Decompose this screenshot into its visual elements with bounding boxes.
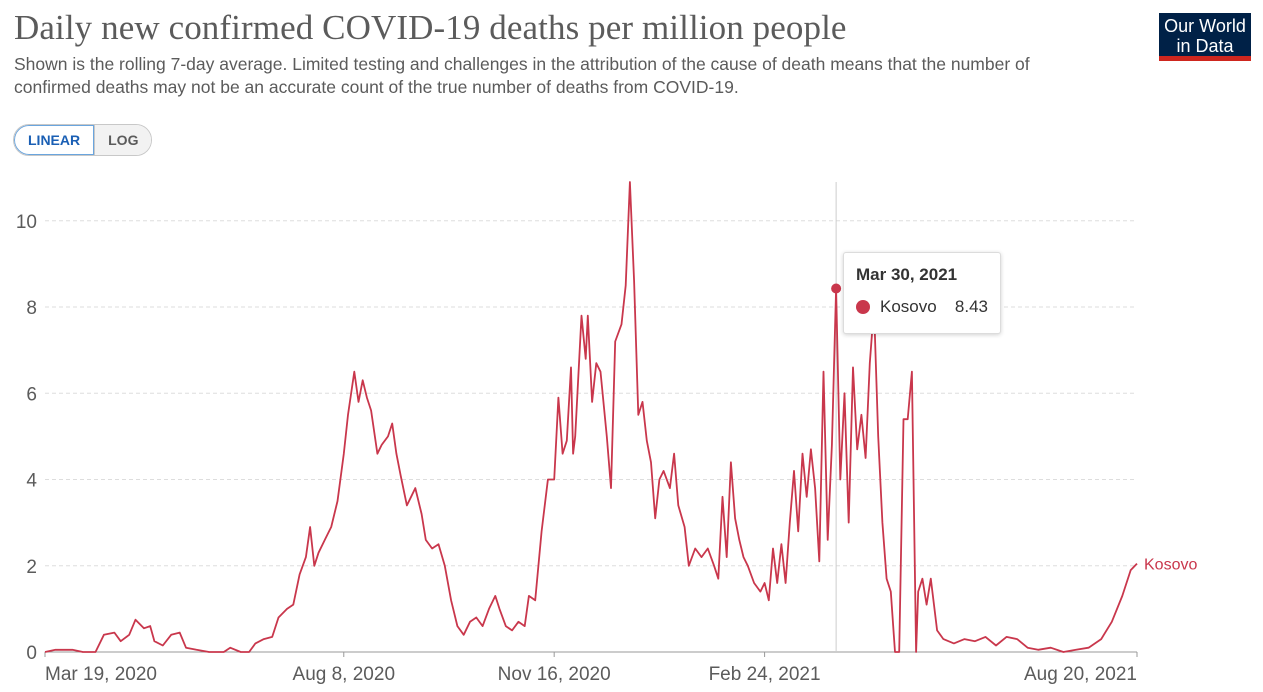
logo-line-2: in Data xyxy=(1176,36,1234,56)
x-tick-label: Aug 8, 2020 xyxy=(293,664,395,685)
series-color-dot xyxy=(856,300,870,314)
linear-scale-button[interactable]: LINEAR xyxy=(14,125,95,155)
y-tick-label: 0 xyxy=(26,643,37,664)
tooltip-date: Mar 30, 2021 xyxy=(856,265,958,284)
series-line-kosovo xyxy=(44,181,1138,653)
x-tick-label: Aug 20, 2021 xyxy=(1024,664,1137,685)
chart-subtitle: Shown is the rolling 7-day average. Limi… xyxy=(14,54,1030,97)
x-tick-label: Feb 24, 2021 xyxy=(709,664,821,685)
tooltip-row: Kosovo 8.43 xyxy=(856,297,988,317)
scale-toggle: LINEAR LOG xyxy=(13,124,153,156)
tooltip-value: 8.43 xyxy=(954,297,988,316)
tooltip-series-name: Kosovo xyxy=(880,297,937,316)
highlight-point xyxy=(831,283,842,294)
tooltip: Mar 30, 2021 Kosovo 8.43 xyxy=(843,252,1001,334)
series-end-label: Kosovo xyxy=(1144,557,1197,574)
logo-line-1: Our World xyxy=(1164,16,1246,36)
log-scale-button[interactable]: LOG xyxy=(94,125,152,155)
y-tick-label: 2 xyxy=(26,557,37,578)
x-tick-label: Nov 16, 2020 xyxy=(498,664,611,685)
x-tick-label: Mar 19, 2020 xyxy=(45,664,157,685)
y-tick-label: 4 xyxy=(26,471,37,492)
chart-title: Daily new confirmed COVID-19 deaths per … xyxy=(14,8,847,47)
y-tick-label: 8 xyxy=(26,298,37,319)
owid-logo[interactable]: Our World in Data xyxy=(1159,13,1251,61)
y-tick-label: 10 xyxy=(16,212,37,233)
y-tick-label: 6 xyxy=(26,384,37,405)
